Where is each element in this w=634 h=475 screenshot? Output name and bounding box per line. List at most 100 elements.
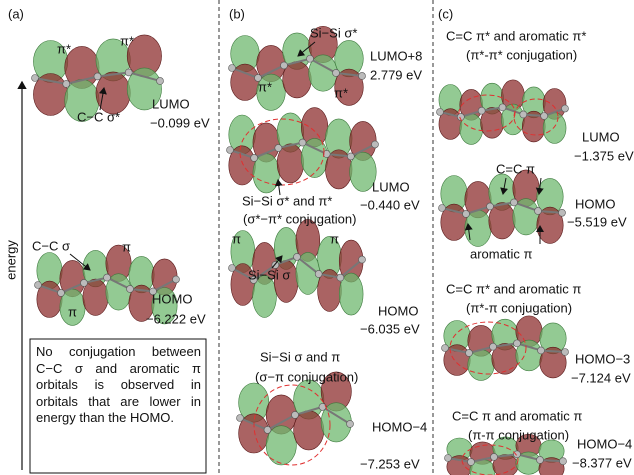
atom bbox=[275, 144, 282, 151]
orbital-name: LUMO+8 bbox=[370, 48, 422, 63]
atom bbox=[319, 403, 326, 410]
annotation: π* bbox=[57, 41, 71, 56]
atom bbox=[445, 455, 452, 462]
orbital-name: LUMO bbox=[152, 96, 190, 111]
annotation: (π*-π* conjugation) bbox=[466, 47, 577, 62]
atom bbox=[562, 348, 569, 355]
atom bbox=[466, 349, 473, 356]
orbital-energy: −7.124 eV bbox=[571, 370, 631, 385]
annotation: Si−Si σ and π bbox=[260, 349, 340, 364]
atom bbox=[499, 104, 506, 111]
annotation: π* bbox=[334, 85, 348, 100]
atom bbox=[32, 75, 39, 82]
orbital-name: HOMO−4 bbox=[372, 419, 427, 434]
atom bbox=[541, 112, 548, 119]
annotation: Si−Si σ bbox=[248, 267, 290, 282]
annotation: (π*-π conjugation) bbox=[466, 300, 572, 315]
atom bbox=[535, 207, 542, 214]
atom bbox=[264, 426, 271, 433]
annotation: Si−Si σ* and π* bbox=[242, 193, 332, 208]
orbital-energy: 2.779 eV bbox=[370, 67, 422, 82]
atom bbox=[125, 69, 132, 76]
annotation: (σ*−π* conjugation) bbox=[243, 211, 356, 226]
atom bbox=[94, 73, 101, 80]
figure: energy (a) π* π* C−C σ* LUMO −0.099 eV C… bbox=[0, 0, 634, 475]
atom bbox=[359, 256, 366, 263]
atom bbox=[229, 265, 236, 272]
atom bbox=[281, 62, 288, 69]
atom bbox=[58, 289, 65, 296]
atom bbox=[347, 153, 354, 160]
atom bbox=[81, 279, 88, 286]
atom bbox=[478, 107, 485, 114]
atom bbox=[307, 55, 314, 62]
annotation: π* bbox=[258, 79, 272, 94]
orbital-energy: −0.099 eV bbox=[150, 115, 210, 130]
orbital-name: HOMO bbox=[575, 196, 615, 211]
atom bbox=[560, 458, 567, 465]
atom bbox=[468, 458, 475, 465]
annotation: π* bbox=[120, 33, 134, 48]
orbital-lobe bbox=[96, 72, 130, 114]
annotation: C=C π bbox=[496, 161, 535, 176]
atom bbox=[173, 276, 180, 283]
atom bbox=[562, 105, 569, 112]
atom bbox=[35, 282, 42, 289]
atom bbox=[514, 451, 521, 458]
annotation: π bbox=[330, 231, 339, 246]
atom bbox=[292, 411, 299, 418]
atom bbox=[63, 80, 70, 87]
atom bbox=[104, 274, 111, 281]
atom bbox=[437, 109, 444, 116]
atom bbox=[157, 77, 164, 84]
atom bbox=[227, 147, 234, 154]
atom bbox=[538, 347, 545, 354]
panel-label: (c) bbox=[438, 6, 453, 21]
atom bbox=[127, 285, 134, 292]
annotation: aromatic π bbox=[470, 246, 532, 261]
note-text: No conjugation between C−C σ and aromati… bbox=[36, 344, 201, 427]
atom bbox=[442, 345, 449, 352]
annotation: C−C σ* bbox=[77, 109, 120, 124]
atom bbox=[315, 270, 322, 277]
atom bbox=[359, 72, 366, 79]
orbital-name: HOMO−4 bbox=[577, 436, 632, 451]
orbital-name: HOMO bbox=[152, 291, 192, 306]
orbital-energy: −6.222 eV bbox=[146, 311, 206, 326]
atom bbox=[520, 111, 527, 118]
orbital-lobe bbox=[33, 74, 67, 116]
orbital-name: HOMO−3 bbox=[575, 351, 630, 366]
annotation: π bbox=[68, 304, 77, 319]
panel-label: (a) bbox=[8, 6, 24, 21]
atom bbox=[559, 209, 566, 216]
atom bbox=[294, 253, 301, 260]
atom bbox=[229, 65, 236, 72]
panel-label: (b) bbox=[229, 6, 245, 21]
annotation: (σ−π conjugation) bbox=[255, 369, 358, 384]
atom bbox=[514, 340, 521, 347]
atom bbox=[491, 453, 498, 460]
atom bbox=[537, 456, 544, 463]
orbital-energy: −6.035 eV bbox=[360, 321, 420, 336]
atom bbox=[490, 343, 497, 350]
atom bbox=[487, 203, 494, 210]
atom bbox=[347, 420, 354, 427]
atom bbox=[511, 199, 518, 206]
atom bbox=[463, 210, 470, 217]
annotation: C−C σ bbox=[32, 238, 70, 253]
annotation: C=C π* and aromatic π* bbox=[446, 28, 586, 43]
atom bbox=[372, 141, 379, 148]
orbital-energy: −0.440 eV bbox=[360, 197, 420, 212]
orbital-energy: −5.519 eV bbox=[567, 214, 627, 229]
orbital-name: LUMO bbox=[372, 179, 410, 194]
atom bbox=[251, 154, 258, 161]
atom bbox=[439, 205, 446, 212]
orbital-energy: −1.375 eV bbox=[574, 148, 634, 163]
atom bbox=[337, 274, 344, 281]
annotation: Si−Si σ* bbox=[310, 25, 357, 40]
annotation: C=C π and aromatic π bbox=[452, 408, 582, 423]
orbital-energy: −7.253 eV bbox=[360, 456, 420, 471]
atom bbox=[333, 69, 340, 76]
orbital-energy: −8.377 eV bbox=[572, 455, 632, 470]
annotation: (π-π conjugation) bbox=[468, 427, 569, 442]
